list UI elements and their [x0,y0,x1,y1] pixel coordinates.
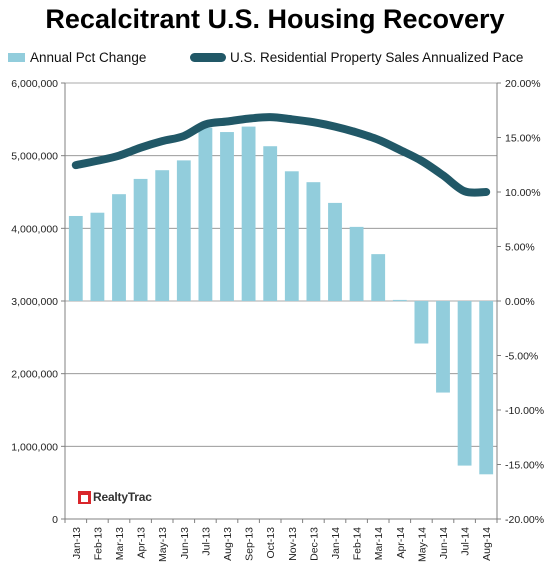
x-tick-label: Jan-13 [71,527,83,559]
bar-layer [68,126,494,475]
y-right-tick-label: -10.00% [505,405,544,417]
bar-annual-pct-change [68,215,83,301]
x-tick-label: Jun-13 [179,527,191,559]
x-tick-label: Feb-14 [352,527,364,560]
x-tick-label: Aug-14 [481,527,493,561]
bar-annual-pct-change [306,182,321,301]
bar-annual-pct-change [198,127,213,301]
x-tick-label: Apr-14 [395,527,407,559]
legend-item-annual-pct-change: Annual Pct Change [8,50,146,65]
y-left-tick-label: 0 [52,514,58,526]
bar-annual-pct-change [155,170,170,301]
x-tick-label: Apr-13 [136,527,148,559]
y-left-tick-label: 4,000,000 [11,223,58,235]
y-left-tick-label: 2,000,000 [11,369,58,381]
bar-annual-pct-change [220,132,234,301]
bar-annual-pct-change [392,299,407,302]
bar-annual-pct-change [263,146,278,301]
y-right-tick-label: -15.00% [505,460,544,472]
x-tick-label: Mar-14 [373,527,385,560]
x-tick-label: Jul-13 [200,527,212,556]
axis-layer: 0 1,000,000 2,000,000 3,000,000 4,000,000 5,0… [11,78,544,562]
y-left-tick-label: 1,000,000 [11,441,58,453]
realtytrac-logo: RealtyTrac [78,490,152,504]
bar-annual-pct-change [90,212,105,301]
bar-annual-pct-change [349,226,364,301]
y-right-tick-label: -5.00% [505,351,538,363]
x-tick-label: Nov-13 [287,527,299,561]
y-right-tick-label: 10.00% [505,187,541,199]
chart-title: Recalcitrant U.S. Housing Recovery [45,4,505,34]
x-tick-label: Oct-13 [265,527,277,559]
x-tick-label: Sep-13 [244,527,256,561]
y-right-tick-label: 20.00% [505,78,541,90]
bar-annual-pct-change [457,301,472,466]
y-left-tick-label: 3,000,000 [11,296,58,308]
y-left-tick-label: 5,000,000 [11,151,58,163]
legend-swatch-bar [8,53,25,62]
bar-annual-pct-change [133,178,148,301]
bar-annual-pct-change [436,301,450,393]
x-tick-label: Dec-13 [308,527,320,561]
legend-swatch-line [190,53,226,62]
x-tick-label: Mar-13 [114,527,126,560]
y-left-tick-label: 6,000,000 [11,78,58,90]
y-right-tick-label: 15.00% [505,133,541,145]
bar-annual-pct-change [176,160,191,301]
x-tick-label: Aug-13 [222,527,234,561]
y-right-tick-label: 0.00% [505,296,535,308]
legend: Annual Pct Change U.S. Residential Prope… [8,50,548,70]
legend-item-sales-pace: U.S. Residential Property Sales Annualiz… [190,50,523,65]
y-right-tick-label: -20.00% [505,514,544,526]
legend-label-sales-pace: U.S. Residential Property Sales Annualiz… [230,50,524,65]
house-icon [78,490,91,504]
bar-annual-pct-change [328,202,342,301]
logo-text: RealtyTrac [93,490,152,504]
x-tick-label: Jul-14 [460,527,472,556]
line-layer [71,113,491,197]
x-tick-label: Jan-14 [330,527,342,559]
line-sales-pace [71,113,491,197]
bar-annual-pct-change [414,301,429,344]
bar-annual-pct-change [241,126,256,301]
bar-annual-pct-change [112,194,126,301]
x-tick-label: May-14 [416,527,428,562]
x-tick-label: May-13 [157,527,169,562]
x-tick-label: Jun-14 [438,527,450,559]
x-tick-label: Feb-13 [92,527,104,560]
bar-annual-pct-change [479,301,494,475]
grid-layer [65,82,497,447]
bar-annual-pct-change [371,254,386,301]
y-right-tick-label: 5.00% [505,242,535,254]
bar-annual-pct-change [284,171,299,301]
legend-label-annual-pct-change: Annual Pct Change [30,50,147,65]
